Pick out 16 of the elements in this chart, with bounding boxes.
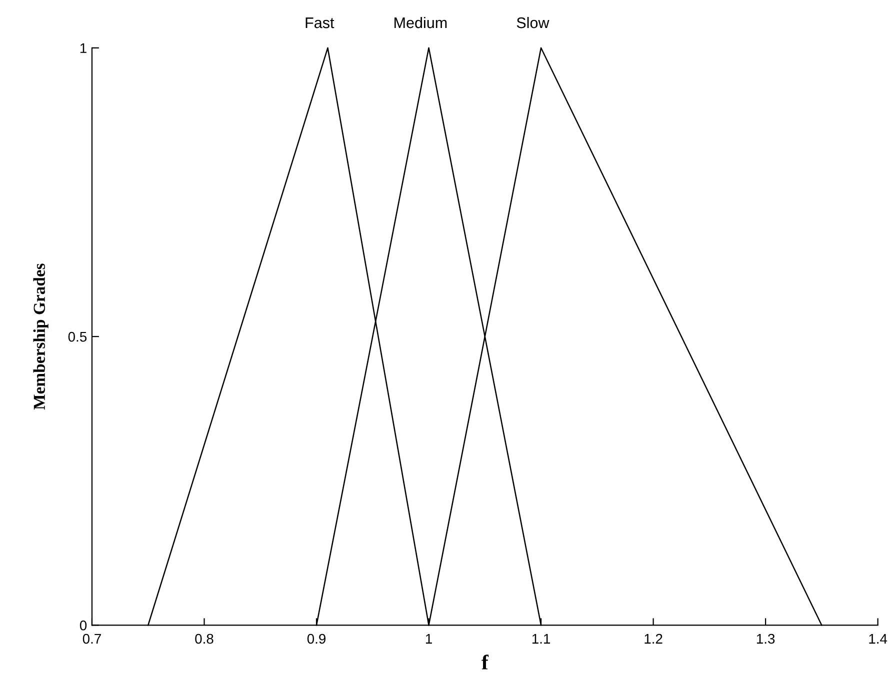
x-tick-label: 1.4: [869, 634, 888, 644]
x-tick-label: 0.9: [307, 634, 326, 644]
series-label: Medium: [394, 16, 447, 28]
series-label: Fast: [306, 18, 334, 28]
series-label: Slow: [516, 16, 550, 28]
y-axis-title: Membership Grades: [33, 264, 48, 410]
x-tick-label: 0.8: [195, 634, 214, 644]
y-tick-label: 0.5: [68, 332, 87, 342]
x-tick-label: 1.2: [644, 634, 662, 644]
x-tick-label: 1: [426, 634, 432, 644]
x-tick-label: 0.7: [82, 634, 101, 644]
x-axis-title: f: [482, 654, 489, 670]
x-tick-label: 1.1: [532, 634, 550, 644]
x-tick-label: 1.3: [756, 634, 775, 644]
y-tick-label: 0: [80, 620, 87, 630]
y-tick-label: 1: [80, 43, 86, 53]
